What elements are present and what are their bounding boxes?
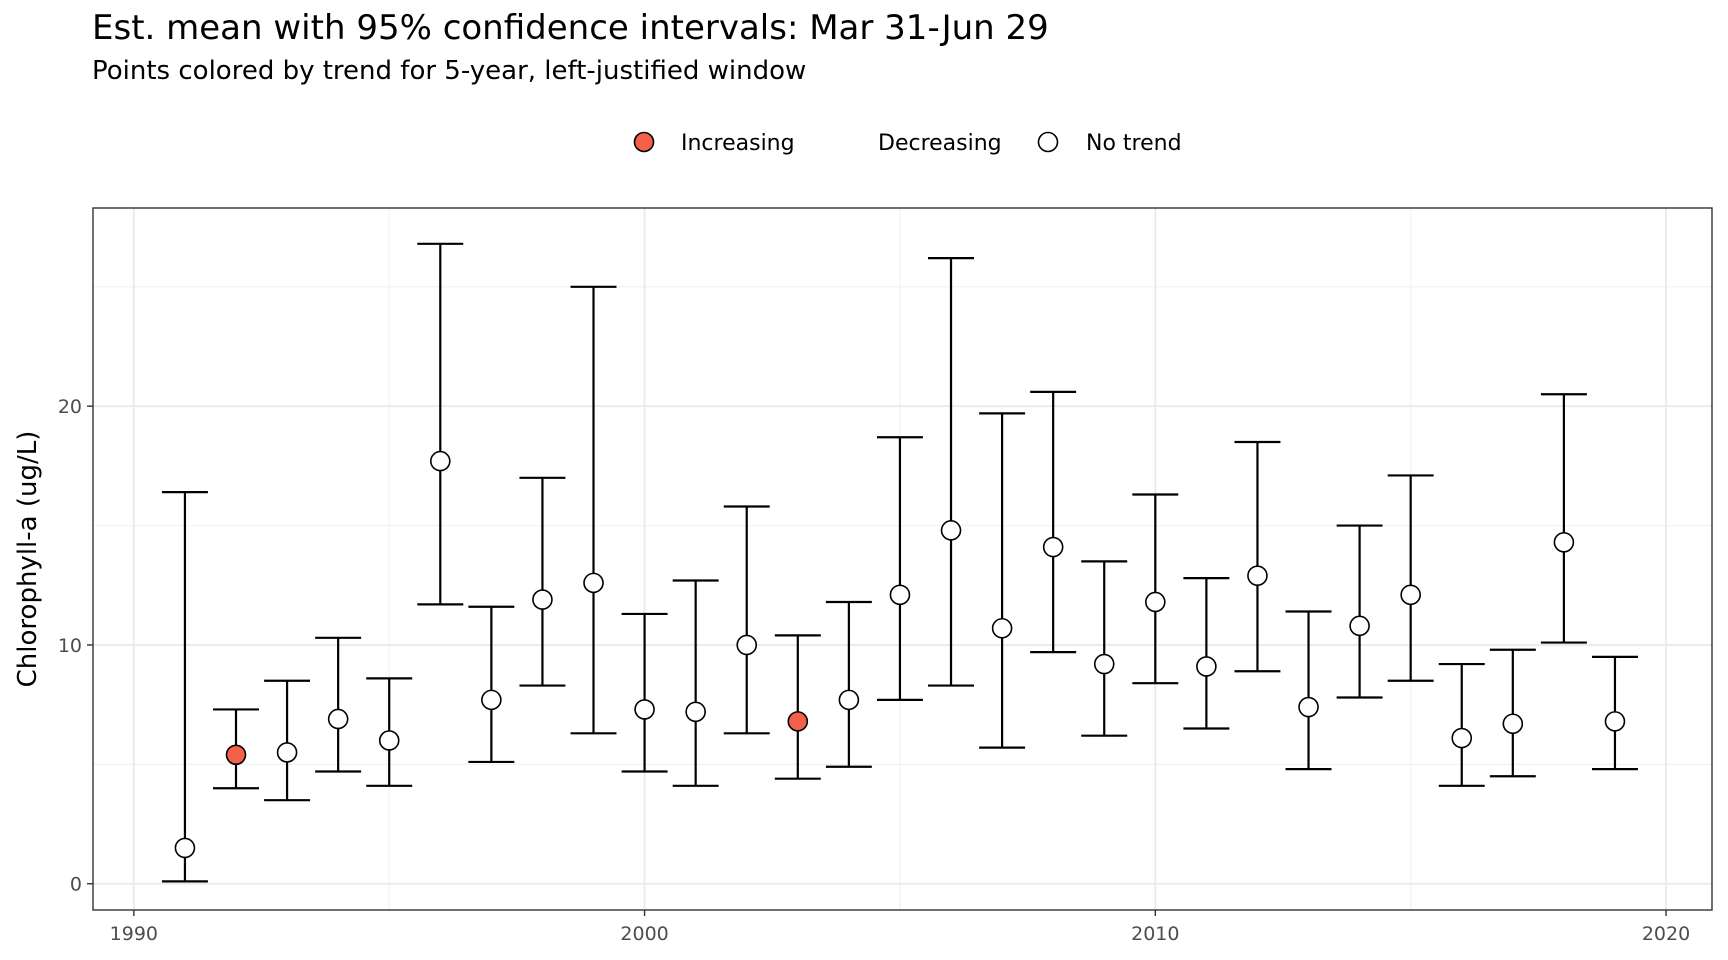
point-2018 [1553,531,1575,553]
legend-key-2 [1037,131,1059,153]
y-tick-label: 20 [58,396,82,418]
axis-layer: 1990 2000 2010 2020 0 10 20 [58,396,1690,945]
x-tick-label: 1990 [110,923,158,945]
legend-label-2: No trend [1086,131,1182,156]
point-2006 [940,520,962,541]
point-1995 [378,730,400,751]
x-tick-label: 2000 [620,923,668,945]
panel-border [92,207,1713,911]
legend-key-0 [633,131,655,153]
point-1998 [532,589,553,610]
y-axis-label: Chlorophyll-a (ug/L) [13,431,43,688]
point-2016 [1451,727,1473,749]
point-2000 [634,699,655,720]
point-2002 [736,634,758,656]
point-1997 [481,689,502,711]
legend: Increasing Decreasing No trend [633,131,1182,156]
point-2009 [1093,653,1115,675]
points-layer [174,450,1626,859]
point-2005 [889,584,911,606]
point-2012 [1247,565,1268,587]
error-bars-layer [161,242,1638,883]
chart-title: Est. mean with 95% confidence intervals:… [92,8,1049,48]
point-2003 [787,711,809,732]
point-2015 [1400,584,1421,606]
point-2001 [685,701,706,723]
point-2010 [1145,591,1166,613]
point-2019 [1604,711,1626,732]
panel-background [93,208,1712,910]
chart-subtitle: Points colored by trend for 5-year, left… [92,56,807,86]
point-2007 [991,617,1013,639]
point-2017 [1502,713,1524,735]
legend-label-1: Decreasing [878,131,1002,156]
grid-layer [93,208,1712,910]
point-2011 [1196,656,1217,677]
point-1994 [327,708,349,730]
point-2013 [1298,696,1319,718]
point-1999 [583,572,604,594]
y-tick-label: 0 [70,874,82,896]
y-tick-label: 10 [58,635,82,657]
point-1991 [174,837,196,859]
point-2008 [1042,536,1064,558]
point-1993 [276,742,298,763]
x-tick-label: 2010 [1131,923,1179,945]
point-1992 [225,744,247,766]
x-tick-label: 2020 [1642,923,1690,945]
point-2014 [1349,615,1370,637]
legend-label-0: Increasing [681,131,795,156]
point-2004 [838,689,860,711]
point-1996 [429,450,451,472]
